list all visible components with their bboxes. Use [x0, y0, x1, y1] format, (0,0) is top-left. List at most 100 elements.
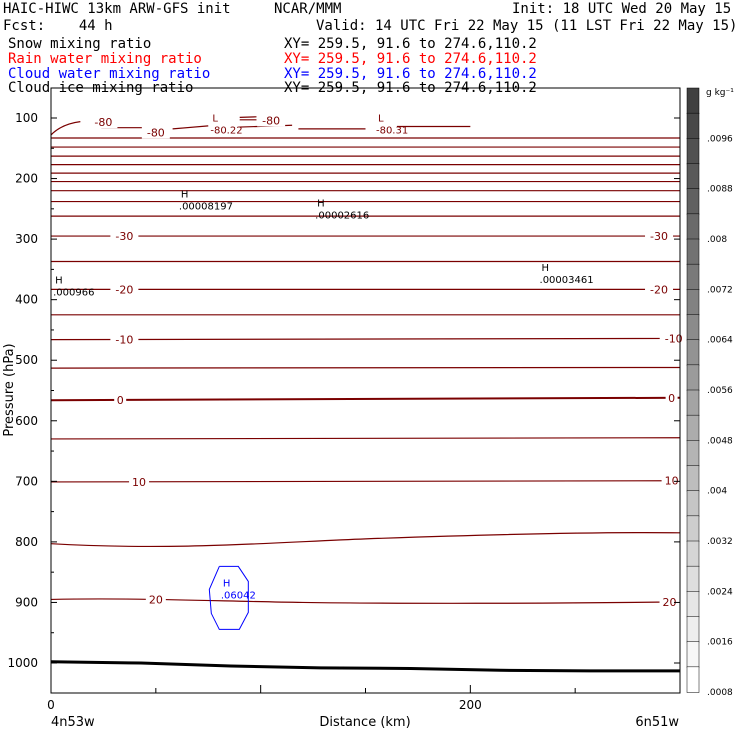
forecast-hour: Fcst: 44 h — [3, 18, 113, 34]
field-label-snow: Snow mixing ratio — [8, 36, 152, 52]
colorbar-segment — [686, 112, 700, 140]
colorbar-label: .0064 — [707, 336, 733, 346]
extremum-type: H — [223, 578, 231, 589]
terrain-surface-line — [50, 660, 680, 673]
colorbar-segment — [686, 591, 700, 618]
colorbar-segment — [686, 666, 700, 693]
contour-label-bg — [145, 593, 166, 606]
init-time: Init: 18 UTC Wed 20 May 15 — [512, 1, 732, 17]
y-tick-label: 500 — [15, 353, 38, 367]
contour-label: -80 — [262, 114, 280, 127]
extremum-value: -80.22 — [210, 125, 242, 136]
contour-label-bg — [645, 230, 674, 243]
contour-label: -30 — [115, 230, 133, 243]
colorbar-label: .008 — [707, 235, 727, 245]
x-axis: 0 200 — [47, 685, 681, 712]
colorbar-segment — [686, 389, 700, 416]
y-tick-label: 1000 — [7, 656, 38, 670]
contour-label: -80 — [94, 116, 112, 129]
x-start-location: 4n53w — [51, 715, 95, 730]
contour-label-bg — [659, 595, 680, 608]
extremum-value: .000966 — [53, 288, 94, 299]
y-tick-label: 900 — [15, 595, 38, 609]
isotherm-m10 — [50, 337, 681, 341]
isotherm-5 — [50, 437, 681, 440]
institution-label: NCAR/MMM — [274, 1, 342, 17]
colorbar-segment — [686, 238, 700, 265]
isotherm-m5 — [50, 366, 681, 369]
contour-label-bg — [661, 474, 682, 487]
extremum-value: -80.31 — [376, 125, 408, 136]
colorbar-segment — [686, 163, 700, 190]
y-tick-label: 600 — [15, 414, 38, 428]
colorbar-segment — [686, 414, 700, 442]
contour-label-bg — [110, 333, 139, 346]
isotherm-10 — [50, 480, 681, 483]
extremum-type: L — [212, 113, 218, 124]
cloud-water-contour — [208, 565, 249, 630]
colorbar-label: .0032 — [707, 537, 733, 547]
colorbar-label: .0056 — [707, 386, 733, 396]
isotherm-m80-segment — [172, 125, 209, 130]
model-title: HAIC-HIWC 13km ARW-GFS init — [3, 1, 231, 17]
colorbar: .0096 .0088 .008 .0072 .0064 .0056 .0048 .004 .0… — [686, 87, 733, 698]
contour-label: -80 — [147, 127, 165, 140]
x-tick-label: 200 — [459, 698, 482, 712]
contour-label: 0 — [117, 394, 124, 407]
isotherm-m80-segment — [50, 121, 81, 136]
y-axis-label: Pressure (hPa) — [2, 343, 17, 436]
y-tick-label: 800 — [15, 535, 38, 549]
x-end-location: 6n51w — [635, 715, 679, 730]
colorbar-segment — [686, 364, 700, 391]
contour-label: 20 — [149, 593, 163, 606]
x-tick-label: 0 — [47, 698, 55, 712]
colorbar-segment — [686, 440, 700, 467]
contour-label-bg — [114, 394, 127, 407]
y-tick-label: 100 — [15, 111, 38, 125]
colorbar-segment — [686, 641, 700, 668]
extremum-type: H — [317, 199, 325, 210]
contour-label-bg — [645, 283, 674, 296]
colorbar-segment — [686, 213, 700, 240]
extremum-type: H — [181, 190, 189, 201]
isotherm-m80-segment — [239, 116, 257, 118]
colorbar-unit: g kg⁻¹ — [706, 88, 734, 98]
contour-labels: -80 -80 -80 -30 -30 -20 -20 -10 -10 0 0 10 10 20 20 — [89, 114, 688, 609]
field-xy-rain: XY= 259.5, 91.6 to 274.6,110.2 — [284, 51, 537, 67]
contour-label: 10 — [132, 476, 146, 489]
colorbar-segment — [686, 339, 700, 366]
colorbar-label: .0096 — [707, 134, 733, 144]
contour-label: -10 — [115, 334, 133, 347]
contour-label-bg — [89, 116, 118, 129]
colorbar-label: .0008 — [707, 688, 733, 698]
colorbar-segment — [686, 314, 700, 341]
isotherm-20 — [50, 598, 681, 604]
contour-label-bg — [141, 126, 170, 139]
colorbar-segment — [686, 263, 700, 291]
colorbar-segment — [686, 289, 700, 316]
plot-frame — [50, 87, 681, 694]
colorbar-segment — [686, 515, 700, 542]
extremum-value: .06042 — [221, 590, 256, 601]
contour-label: -30 — [650, 230, 668, 243]
temperature-contours — [50, 116, 681, 604]
field-label-cloud-water: Cloud water mixing ratio — [8, 66, 211, 82]
contour-label-bg — [110, 230, 139, 243]
y-tick-label: 300 — [15, 232, 38, 246]
contour-label: -10 — [665, 332, 683, 345]
contour-label-bg — [659, 332, 688, 345]
y-tick-label: 700 — [15, 474, 38, 488]
colorbar-label: .0048 — [707, 436, 733, 446]
x-axis-label: Distance (km) — [319, 715, 410, 730]
contour-label: -20 — [650, 283, 668, 296]
contour-label: 10 — [665, 475, 679, 488]
extremum-type: L — [378, 113, 384, 124]
colorbar-segment — [686, 465, 700, 492]
colorbar-segment — [686, 565, 700, 593]
colorbar-segment — [686, 490, 700, 517]
extremum-type: H — [542, 263, 550, 274]
field-xy-cloud-water: XY= 259.5, 91.6 to 274.6,110.2 — [284, 66, 537, 82]
